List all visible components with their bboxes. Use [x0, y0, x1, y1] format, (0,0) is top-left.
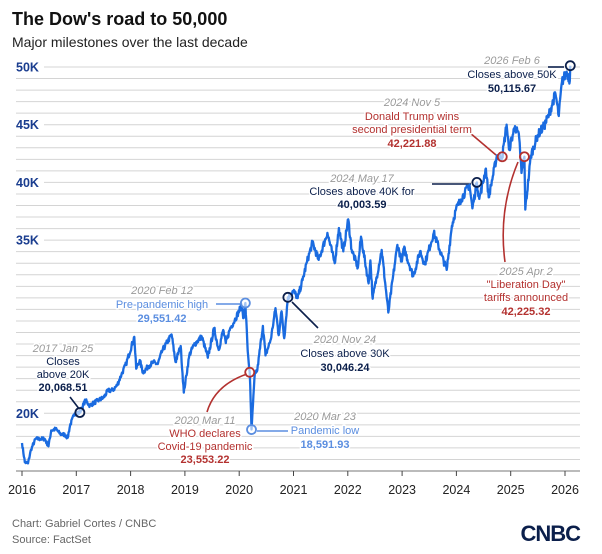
annotation-2020-feb: 2020 Feb 12 Pre-pandemic high 29,551.42: [114, 284, 209, 327]
x-tick-label: 2022: [334, 483, 362, 497]
milestone-marker: [496, 151, 508, 163]
annotation-date: 2020 Nov 24: [313, 334, 376, 346]
x-tick-label: 2020: [225, 483, 253, 497]
x-tick-label: 2025: [497, 483, 525, 497]
chart-title: The Dow's road to 50,000: [12, 9, 227, 29]
x-axis: 2016 2017 2018 2019 2020 2021 2022 2023 2024 2025…: [8, 470, 580, 497]
annotation-text: WHO declares: [169, 428, 241, 440]
leader-2020-nov: [291, 301, 319, 329]
annotation-text: tariffs announced: [484, 292, 568, 304]
y-tick-label: 20K: [16, 407, 39, 421]
milestone-markers: [74, 60, 576, 435]
annotation-value: 20,068.51: [39, 382, 88, 394]
y-tick-label: 40K: [16, 176, 39, 190]
annotation-text: Closes: [46, 356, 80, 368]
y-tick-label: 50K: [16, 61, 39, 75]
x-tick-label: 2017: [62, 483, 90, 497]
milestone-marker: [519, 151, 530, 163]
milestone-marker: [246, 424, 257, 435]
annotation-value: 23,553.22: [181, 454, 230, 466]
leader-2020-mar11: [206, 373, 248, 413]
y-tick-label: 45K: [16, 118, 39, 132]
leader-2024-nov: [462, 126, 497, 156]
milestone-marker: [471, 176, 483, 188]
annotation-text: Closes above 30K: [300, 348, 390, 360]
annotation-text: Closes above 50K: [467, 69, 557, 81]
annotation-2024-nov: 2024 Nov 5 Donald Trump wins second pres…: [351, 96, 474, 152]
annotation-text: second presidential term: [352, 124, 472, 136]
annotation-2020-mar23: 2020 Mar 23 Pandemic low 18,591.93: [289, 410, 361, 453]
dow-series-line: [20, 65, 572, 465]
annotation-value: 50,115.67: [488, 83, 536, 95]
chart-source: Source: FactSet: [12, 534, 91, 546]
annotation-text: Covid-19 pandemic: [158, 441, 253, 453]
annotation-text: Closes above 40K for: [309, 186, 415, 198]
annotation-date: 2020 Mar 11: [174, 415, 236, 427]
annotation-date: 2025 Apr 2: [498, 266, 552, 278]
annotation-2026: 2026 Feb 6 Closes above 50K 50,115.67: [466, 54, 559, 97]
annotation-value: 40,003.59: [338, 199, 387, 211]
y-tick-label: 35K: [16, 234, 39, 248]
annotation-date: 2024 May 17: [329, 173, 394, 185]
annotation-2020-nov: 2020 Nov 24 Closes above 30K 30,046.24: [299, 333, 392, 376]
annotation-text: above 20K: [37, 369, 90, 381]
cnbc-logo: CNBC: [520, 521, 581, 546]
annotation-date: 2017 Jan 25: [32, 343, 94, 355]
annotation-date: 2020 Feb 12: [130, 285, 193, 297]
leader-lines: [69, 66, 564, 432]
x-tick-label: 2018: [117, 483, 145, 497]
leader-2025-apr: [502, 161, 519, 263]
annotation-text: Donald Trump wins: [365, 111, 460, 123]
annotation-text: Pre-pandemic high: [116, 299, 208, 311]
x-tick-label: 2021: [280, 483, 308, 497]
chart-credit: Chart: Gabriel Cortes / CNBC: [12, 518, 156, 530]
milestone-marker: [239, 297, 251, 309]
x-tick-label: 2026: [551, 483, 579, 497]
x-tick-label: 2024: [442, 483, 470, 497]
annotation-value: 42,221.88: [388, 138, 437, 150]
gridlines: [16, 66, 580, 460]
x-tick-label: 2019: [171, 483, 199, 497]
milestone-marker: [74, 407, 86, 418]
annotation-value: 30,046.24: [321, 362, 371, 374]
annotation-2024-may: 2024 May 17 Closes above 40K for 40,003.…: [308, 172, 417, 213]
annotation-2025-apr: 2025 Apr 2 "Liberation Day" tariffs anno…: [482, 265, 569, 320]
milestone-marker: [244, 366, 256, 378]
annotation-value: 42,225.32: [502, 306, 551, 318]
annotation-date: 2020 Mar 23: [293, 411, 357, 423]
annotation-text: Pandemic low: [291, 425, 360, 437]
chart-subtitle: Major milestones over the last decade: [12, 34, 248, 50]
annotation-2017: 2017 Jan 25 Closes above 20K 20,068.51: [30, 342, 95, 396]
x-tick-label: 2016: [8, 483, 36, 497]
annotation-value: 29,551.42: [138, 313, 187, 325]
annotation-value: 18,591.93: [301, 439, 350, 451]
milestone-marker: [282, 291, 294, 303]
annotation-2020-mar11: 2020 Mar 11 WHO declares Covid-19 pandem…: [156, 414, 254, 468]
milestone-marker: [564, 60, 576, 72]
annotation-date: 2026 Feb 6: [483, 55, 541, 67]
annotation-date: 2024 Nov 5: [383, 97, 441, 109]
y-axis: 50K 45K 40K 35K 20K: [14, 59, 44, 421]
x-tick-label: 2023: [388, 483, 416, 497]
annotation-text: "Liberation Day": [487, 279, 566, 291]
